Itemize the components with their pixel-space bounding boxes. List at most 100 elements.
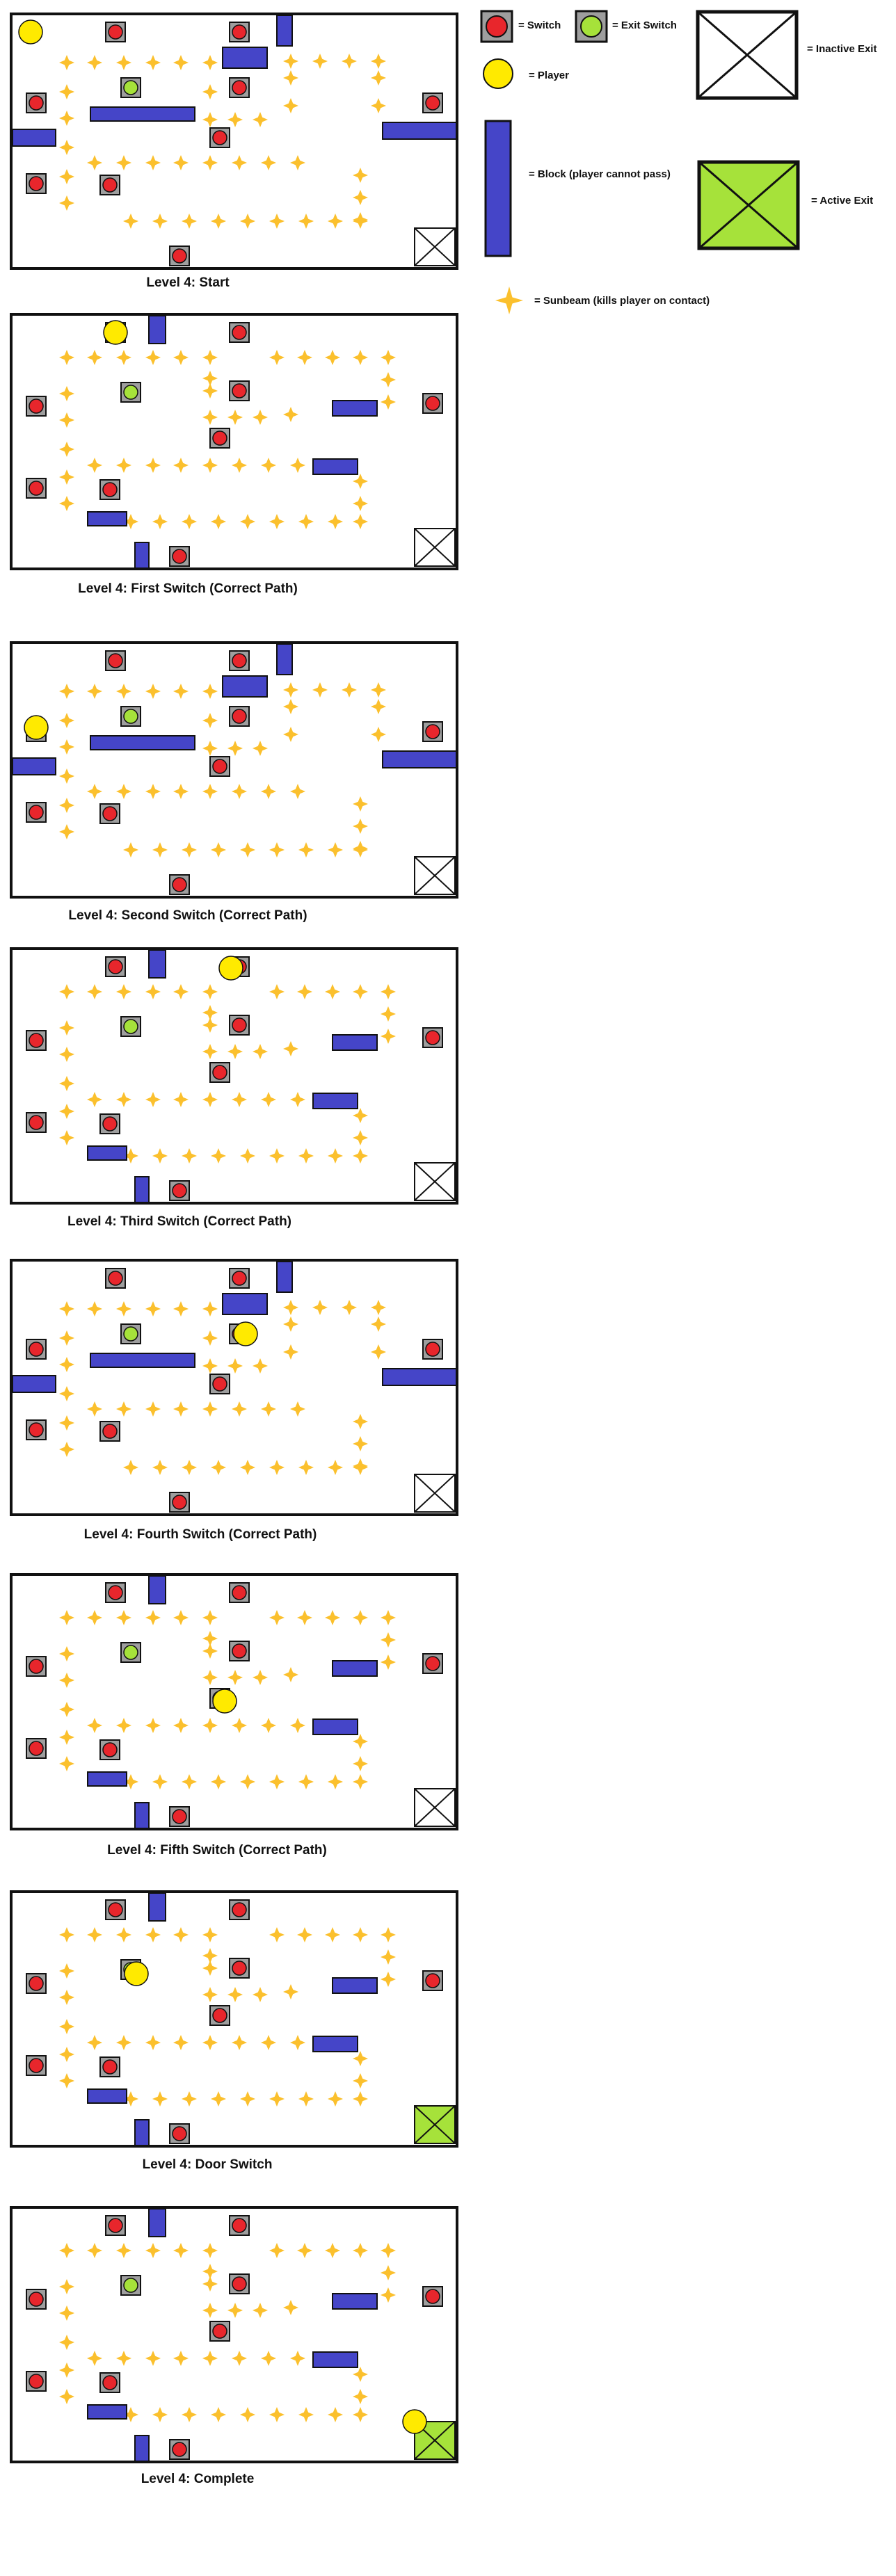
sunbeam-icon [59, 1990, 74, 2005]
sunbeam-icon [59, 739, 74, 755]
sunbeam-icon [290, 155, 305, 170]
sunbeam-icon [269, 1927, 285, 1942]
switch-icon [99, 2056, 120, 2077]
sunbeam-icon [173, 1718, 189, 1733]
sunbeam-icon [371, 682, 386, 698]
sunbeam-icon [145, 458, 161, 473]
sunbeam-icon [116, 984, 131, 999]
sunbeam-icon [328, 2407, 343, 2422]
exit-icon [414, 1788, 456, 1827]
sunbeam-icon [202, 741, 218, 756]
sunbeam-icon [353, 842, 368, 858]
sunbeam-icon [145, 2243, 161, 2258]
sunbeam-icon [152, 842, 168, 858]
block-icon [87, 1771, 127, 1787]
sunbeam-icon [328, 1460, 343, 1475]
switch-icon [422, 1970, 443, 1991]
sunbeam-icon [202, 1718, 218, 1733]
sunbeam-icon [269, 1460, 285, 1475]
player-icon [124, 1961, 149, 1986]
sunbeam-icon [59, 1386, 74, 1401]
sunbeam-icon [59, 1963, 74, 1979]
sunbeam-icon [253, 1987, 268, 2002]
sunbeam-icon [173, 350, 189, 365]
sunbeam-icon [353, 1756, 368, 1771]
sunbeam-icon [202, 1610, 218, 1625]
sunbeam-icon [59, 111, 74, 126]
sunbeam-icon [283, 2300, 298, 2315]
sunbeam-icon [202, 410, 218, 425]
sunbeam-icon [123, 2407, 138, 2422]
sunbeam-icon [353, 1734, 368, 1749]
sunbeam-icon [116, 684, 131, 699]
level-panel [10, 1573, 458, 1830]
sunbeam-icon [173, 2351, 189, 2366]
sunbeam-icon [59, 350, 74, 365]
switch-icon [229, 1582, 250, 1603]
sunbeam-icon [202, 383, 218, 399]
legend-exit-switch-label: = Exit Switch [612, 19, 677, 31]
sunbeam-icon [202, 713, 218, 728]
switch-icon [26, 1738, 47, 1759]
switch-icon [26, 2055, 47, 2076]
sunbeam-icon [59, 984, 74, 999]
sunbeam-icon [353, 1148, 368, 1164]
sunbeam-icon [202, 1092, 218, 1107]
switch-icon [26, 1656, 47, 1677]
exit-switch-icon [575, 10, 608, 43]
exit-icon [414, 856, 456, 895]
sunbeam-icon [353, 1460, 368, 1475]
switch-icon [99, 803, 120, 824]
sunbeam-icon [59, 195, 74, 211]
sunbeam-icon [116, 2351, 131, 2366]
legend-inactive-exit [696, 10, 800, 100]
switch-icon [105, 22, 126, 42]
switch-icon [229, 2215, 250, 2236]
sunbeam-icon [202, 1631, 218, 1646]
switch-icon [99, 1421, 120, 1442]
sunbeam-icon [59, 2047, 74, 2062]
switch-icon [105, 650, 126, 671]
level-board [26, 2209, 456, 2461]
sunbeam-icon [371, 98, 386, 113]
sunbeam-icon [381, 350, 396, 365]
sunbeam-icon [298, 514, 314, 529]
sunbeam-icon [116, 1927, 131, 1942]
sunbeam-icon [353, 496, 368, 511]
sunbeam-icon [182, 1148, 197, 1164]
sunbeam-icon [328, 2091, 343, 2107]
sunbeam-icon [87, 1092, 102, 1107]
sunbeam-icon [123, 214, 138, 229]
sunbeam-icon [173, 1610, 189, 1625]
legend-switch-label: = Switch [518, 19, 561, 31]
sunbeam-icon [240, 514, 255, 529]
sunbeam-icon [59, 1730, 74, 1745]
sunbeam-icon [353, 1436, 368, 1451]
switch-icon [105, 1582, 126, 1603]
sunbeam-icon [116, 155, 131, 170]
sunbeam-icon [325, 1610, 340, 1625]
block-icon [222, 1293, 268, 1315]
sunbeam-icon [202, 371, 218, 386]
sunbeam-icon [353, 514, 368, 529]
sunbeam-icon [232, 2035, 247, 2050]
sunbeam-icon [87, 2035, 102, 2050]
block-icon [276, 1262, 293, 1293]
level-caption: Level 4: Third Switch (Correct Path) [67, 1214, 291, 1229]
sunbeam-icon [353, 1130, 368, 1145]
sunbeam-icon [328, 514, 343, 529]
sunbeam-icon [353, 2407, 368, 2422]
block-icon [90, 735, 195, 750]
sunbeam-icon [116, 784, 131, 799]
sunbeam-icon [182, 842, 197, 858]
block-icon [13, 129, 56, 147]
sunbeam-icon [261, 2035, 276, 2050]
switch-icon [169, 2439, 190, 2460]
block-icon [312, 458, 358, 475]
sunbeam-icon [202, 1643, 218, 1659]
legend-active-exit [697, 160, 801, 250]
switch-icon [422, 92, 443, 113]
sunbeam-icon [87, 350, 102, 365]
sunbeam-icon [145, 1718, 161, 1733]
sunbeam-icon [312, 1300, 328, 1315]
